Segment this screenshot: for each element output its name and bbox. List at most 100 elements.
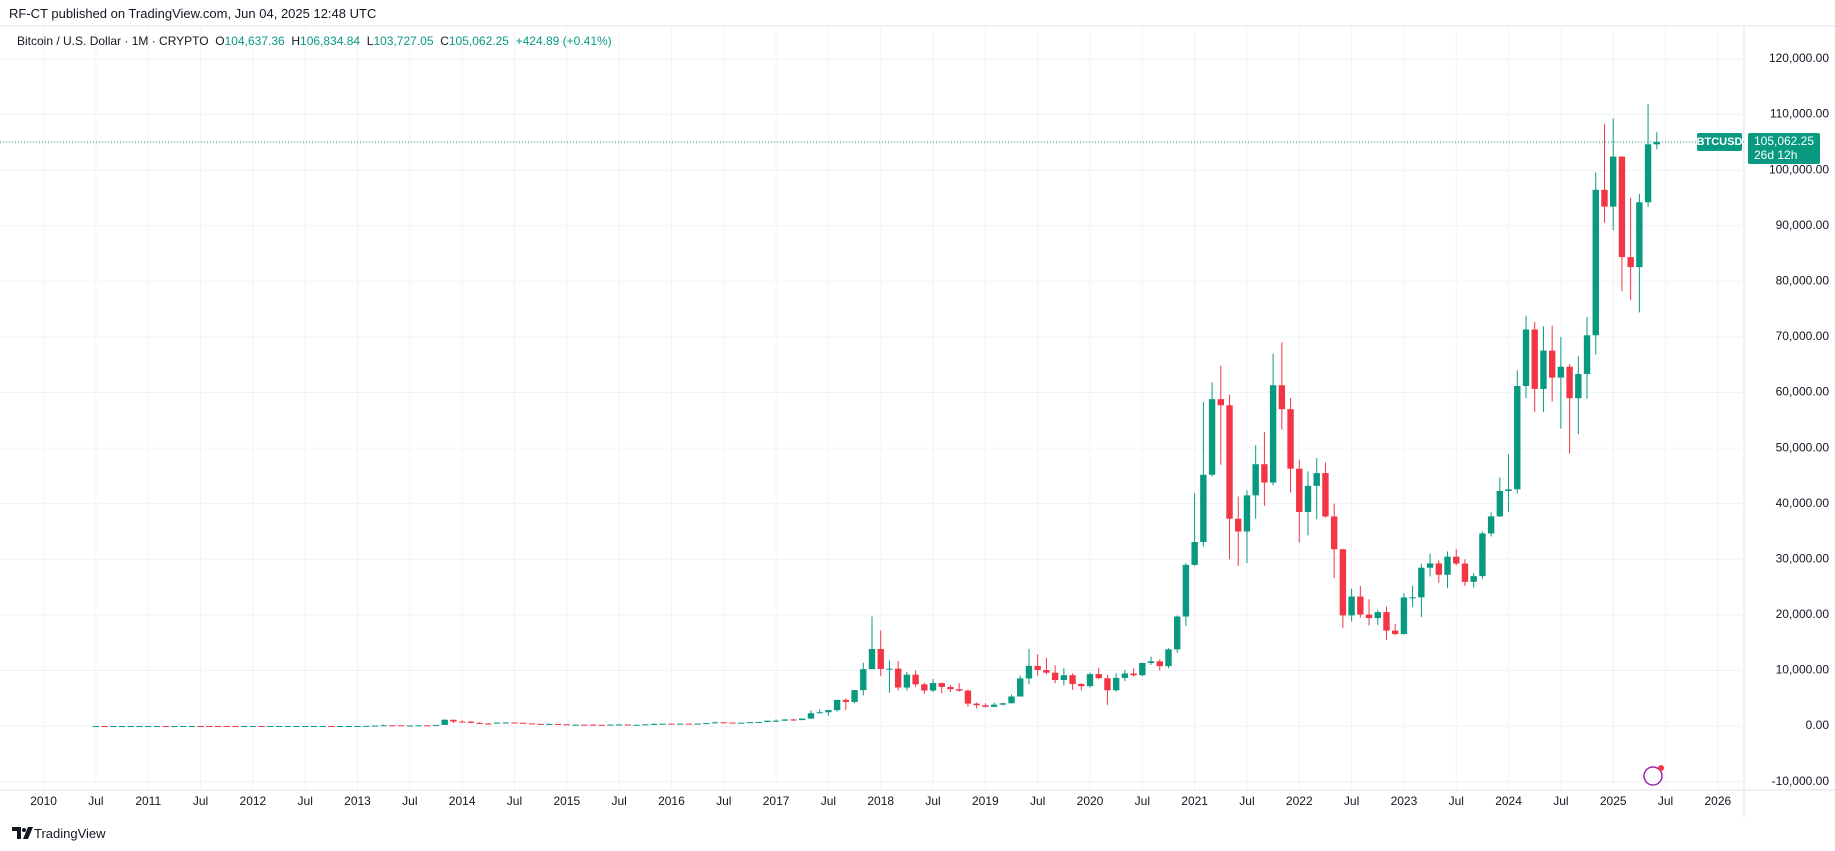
price-tag [1748,132,1820,164]
candle-body [1235,518,1242,532]
candle-body [1217,399,1224,406]
candle-body [485,723,492,725]
x-tick-label: Jul [716,794,731,808]
candle-body [197,725,204,727]
candle-body [1322,473,1329,517]
candle-body [563,724,570,726]
idea-icon [1643,766,1663,786]
x-tick-label: Jul [1344,794,1359,808]
candle-body [772,720,780,722]
candle-body [1008,696,1015,704]
candle-body [676,723,684,725]
candle-body [1348,596,1355,616]
candle-body [1505,489,1512,491]
candle-body [145,726,152,728]
x-tick-label: 2018 [867,794,894,808]
candle-body [1025,665,1033,679]
candle-body [345,725,352,727]
x-tick-label: 2011 [135,794,161,808]
candle-body [432,724,440,726]
idea-dot [1658,765,1664,771]
candle-body [1522,329,1530,386]
candle-body [223,726,230,728]
candle-body [476,722,483,724]
candle-body [624,724,632,726]
candle-body [642,724,649,726]
candle-body [336,725,344,727]
candle-body [415,725,422,727]
candle-body [450,719,457,722]
footer-logo: TradingView [12,826,106,841]
candle-body [1601,189,1608,207]
candle-body [1043,670,1050,673]
candle-body [755,721,762,723]
candle-body [694,723,701,725]
candle-body [1610,156,1617,207]
candle-body [781,719,788,721]
candle-body [1165,649,1172,667]
candle-body [424,725,431,727]
x-tick-label: 2024 [1495,794,1522,808]
candle-body [1017,678,1024,697]
candle-body [310,726,318,728]
candle-body [720,722,727,724]
y-tick-label: 30,000.00 [1776,551,1830,565]
candle-body [903,674,911,688]
candle-body [1191,542,1198,565]
candle-body [1444,556,1451,575]
candle-body [1147,661,1155,663]
x-tick-label: Jul [821,794,836,808]
candle-body [363,725,370,727]
candle-body [354,725,361,727]
candle-body [1653,141,1660,145]
candle-body [929,683,937,691]
ohlc-key: H [291,34,301,48]
candle-body [746,722,754,724]
x-tick-label: Jul [1449,794,1464,808]
candle-body [1086,674,1094,687]
candle-body [406,725,414,727]
candle-body [232,726,239,728]
candle-body [1208,399,1216,475]
candle-body [982,705,989,707]
legend-line: Bitcoin / U.S. Dollar · 1M · CRYPTO O104… [17,34,612,48]
x-tick-label: 2012 [240,794,267,808]
ohlc-value: 105,062.25 [448,34,509,48]
x-tick-label: 2019 [972,794,999,808]
candle-body [1121,673,1129,678]
symbol-tag [1697,132,1742,151]
candle-body [598,724,605,726]
candle-body [833,699,841,711]
x-tick-label: 2026 [1704,794,1731,808]
ohlc-key: L [366,34,374,48]
y-tick-label: 100,000.00 [1769,162,1829,176]
ohlc-value: 106,834.84 [300,34,361,48]
candle-body [1548,350,1556,378]
x-tick-label: Jul [298,794,313,808]
x-tick-label: Jul [1239,794,1254,808]
candle-body [703,723,710,725]
candle-body [520,722,527,724]
candle-body [1583,335,1591,374]
candle-body [912,674,919,685]
candle-body [1261,464,1268,483]
candle-body [1278,385,1286,410]
candle-body [275,726,283,728]
candle-body [188,725,196,727]
candle-body [214,726,222,728]
x-tick-label: Jul [88,794,103,808]
candle-body [554,723,562,725]
candle-body [1592,189,1599,336]
x-tick-label: 2025 [1600,794,1627,808]
x-tick-label: 2010 [30,794,57,808]
x-tick-label: 2022 [1286,794,1313,808]
y-tick-label: 50,000.00 [1776,440,1830,454]
candle-body [467,721,475,723]
candle-body [650,723,658,725]
candle-body [1095,674,1102,679]
candle-body [502,722,509,724]
candle-body [973,703,980,706]
y-tick-label: 120,000.00 [1769,51,1829,65]
x-tick-label: Jul [402,794,417,808]
